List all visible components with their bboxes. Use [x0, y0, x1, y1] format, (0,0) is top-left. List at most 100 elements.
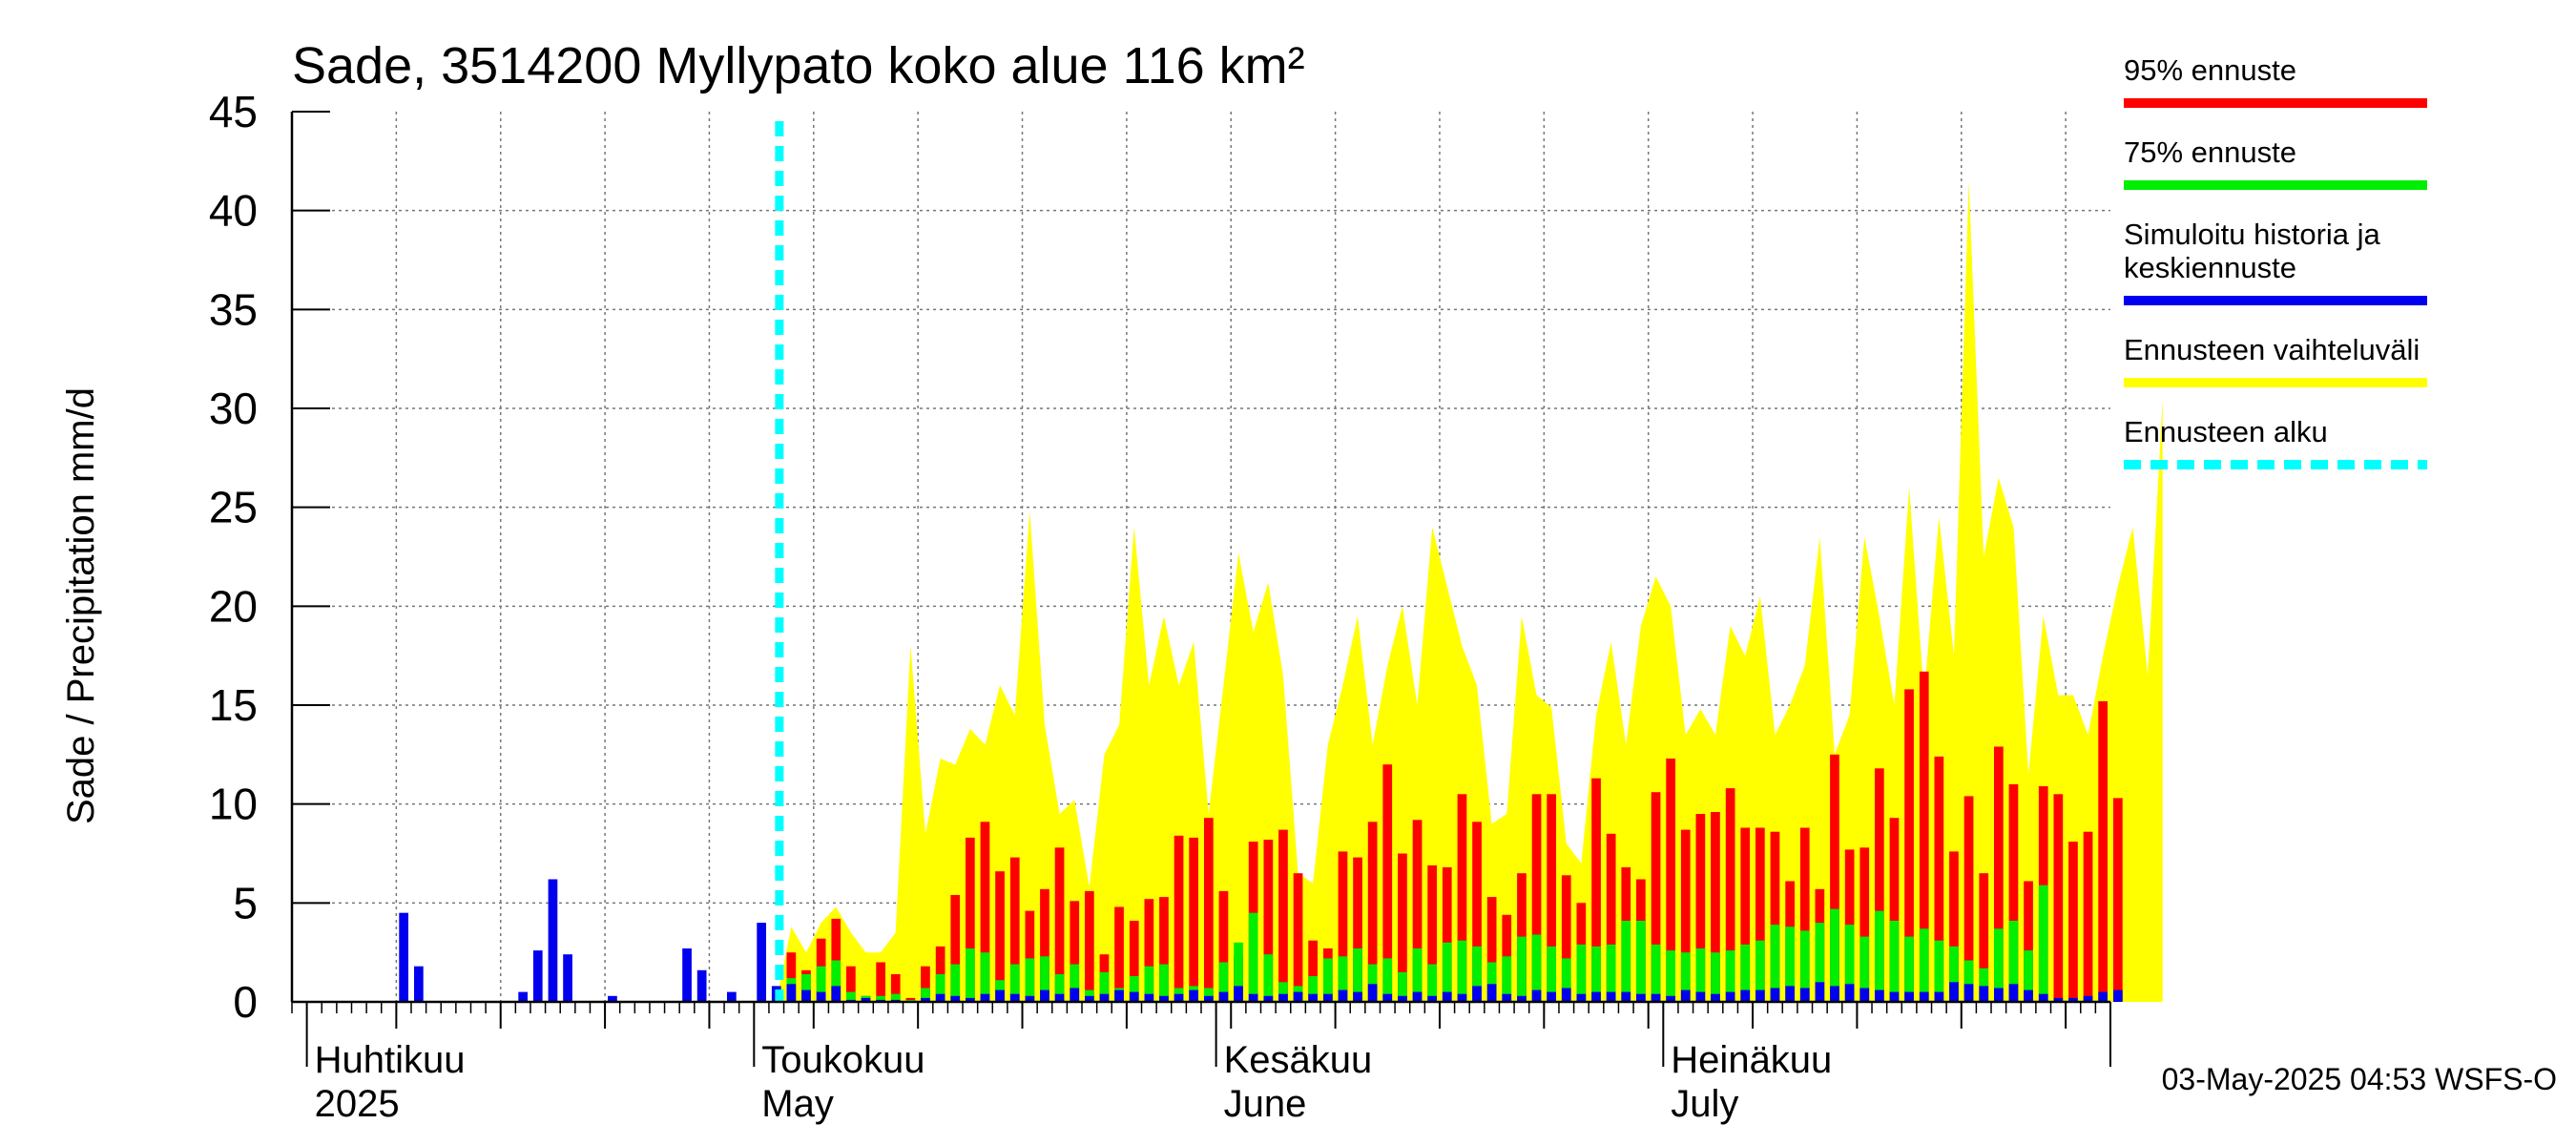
bar-history	[414, 966, 424, 1002]
bar-mean	[2113, 989, 2123, 1002]
bar-p75	[935, 974, 945, 1002]
bar-p95	[1085, 890, 1094, 1002]
bar-mean	[1636, 993, 1646, 1002]
bar-mean	[1844, 984, 1855, 1002]
bar-mean	[1114, 989, 1124, 1002]
bar-mean	[1442, 991, 1452, 1002]
bar-p95	[1979, 873, 1989, 1002]
bar-mean	[995, 989, 1005, 1002]
bar-mean	[1129, 991, 1139, 1002]
bar-mean	[1770, 988, 1780, 1002]
y-axis-label: Sade / Precipitation mm/d	[60, 387, 102, 824]
bar-p75	[1740, 944, 1751, 1002]
bar-p95	[1680, 829, 1691, 1002]
bar-p75	[1129, 976, 1139, 1002]
bar-mean	[1785, 986, 1795, 1002]
bar-p75	[980, 952, 990, 1002]
bar-p75	[1308, 976, 1318, 1002]
bar-p75	[1218, 962, 1229, 1002]
bar-mean	[1398, 995, 1407, 1002]
bar-mean	[801, 989, 811, 1002]
bar-p95	[1054, 847, 1065, 1002]
bar-p75	[2024, 950, 2033, 1002]
bar-mean	[1994, 988, 2004, 1002]
bar-mean	[1830, 986, 1839, 1002]
bar-p75	[1934, 940, 1944, 1002]
bar-history	[563, 954, 572, 1002]
bar-p95	[2024, 881, 2033, 1002]
bar-mean	[1680, 989, 1691, 1002]
bar-mean	[1278, 993, 1288, 1002]
bar-mean	[1979, 986, 1989, 1002]
legend: 95% ennuste 75% ennuste Simuloitu historia…	[2124, 53, 2427, 469]
bar-p95	[1278, 829, 1288, 1002]
bar-p75	[1994, 928, 2004, 1002]
bar-mean	[2098, 991, 2108, 1002]
bar-p95	[1009, 857, 1020, 1002]
bar-mean	[1502, 993, 1512, 1002]
y-tick-label: 40	[209, 186, 258, 236]
bar-mean	[1815, 982, 1825, 1002]
bar-p95	[2113, 798, 2123, 1002]
bar-p75	[1457, 940, 1467, 1002]
timestamp-footer: 03-May-2025 04:53 WSFS-O	[2162, 1062, 2557, 1096]
bar-p75	[1844, 925, 1855, 1002]
bar-p95	[2083, 831, 2093, 1002]
legend-item: Ennusteen alku	[2124, 415, 2427, 469]
bar-p75	[1398, 971, 1407, 1002]
bar-p95	[1353, 857, 1362, 1002]
bar-p95	[1740, 827, 1751, 1002]
bar-p75	[1680, 952, 1691, 1002]
bar-mean	[1189, 989, 1198, 1002]
bar-mean	[1651, 993, 1661, 1002]
y-tick-label: 30	[209, 384, 258, 433]
bar-p75	[1502, 956, 1512, 1002]
bar-mean	[935, 993, 945, 1002]
bar-p95	[2008, 783, 2019, 1002]
bar-p75	[1621, 921, 1631, 1002]
bar-p95	[1398, 853, 1407, 1002]
bar-p95	[1174, 835, 1184, 1002]
bar-p75	[1859, 936, 1870, 1002]
bar-mean	[1963, 984, 1974, 1002]
bar-p95	[1830, 754, 1839, 1002]
bar-p75	[1040, 956, 1049, 1002]
bar-p75	[1547, 946, 1556, 1002]
plot-area: 051015202530354045Huhtikuu2025ToukokuuMa…	[209, 87, 2163, 1125]
bar-mean	[1486, 984, 1497, 1002]
bar-p95	[1859, 847, 1870, 1002]
bar-p75	[1725, 950, 1735, 1002]
bar-p75	[950, 964, 961, 1002]
bar-history	[757, 923, 766, 1002]
bar-mean	[1949, 982, 1959, 1002]
bar-mean	[1889, 991, 1900, 1002]
bar-mean	[1218, 991, 1229, 1002]
bar-mean	[966, 997, 975, 1002]
bar-mean	[1576, 993, 1587, 1002]
bar-mean	[1457, 993, 1467, 1002]
bar-p95	[950, 895, 961, 1002]
bar-p95	[1472, 822, 1482, 1002]
bar-mean	[1904, 991, 1914, 1002]
bar-p75	[1606, 944, 1616, 1002]
bar-p75	[1591, 946, 1601, 1002]
bar-p95	[1189, 837, 1198, 1002]
bar-mean	[1159, 995, 1169, 1002]
bar-mean	[1472, 986, 1482, 1002]
bar-p95	[1427, 864, 1437, 1002]
bar-mean	[1367, 984, 1378, 1002]
bar-p75	[1636, 921, 1646, 1002]
bar-p75	[1278, 982, 1288, 1002]
bar-p95	[1159, 897, 1169, 1002]
bar-mean	[1561, 988, 1571, 1002]
bar-mean	[1695, 991, 1706, 1002]
x-month-label-en: 2025	[315, 1083, 400, 1125]
bar-p95	[966, 837, 975, 1002]
bar-mean	[1547, 991, 1556, 1002]
bar-p75	[1144, 966, 1154, 1002]
bar-p95	[980, 822, 990, 1002]
y-tick-label: 20	[209, 581, 258, 631]
bar-p95	[1799, 827, 1810, 1002]
bar-p75	[1666, 950, 1675, 1002]
bar-p75	[1799, 930, 1810, 1002]
